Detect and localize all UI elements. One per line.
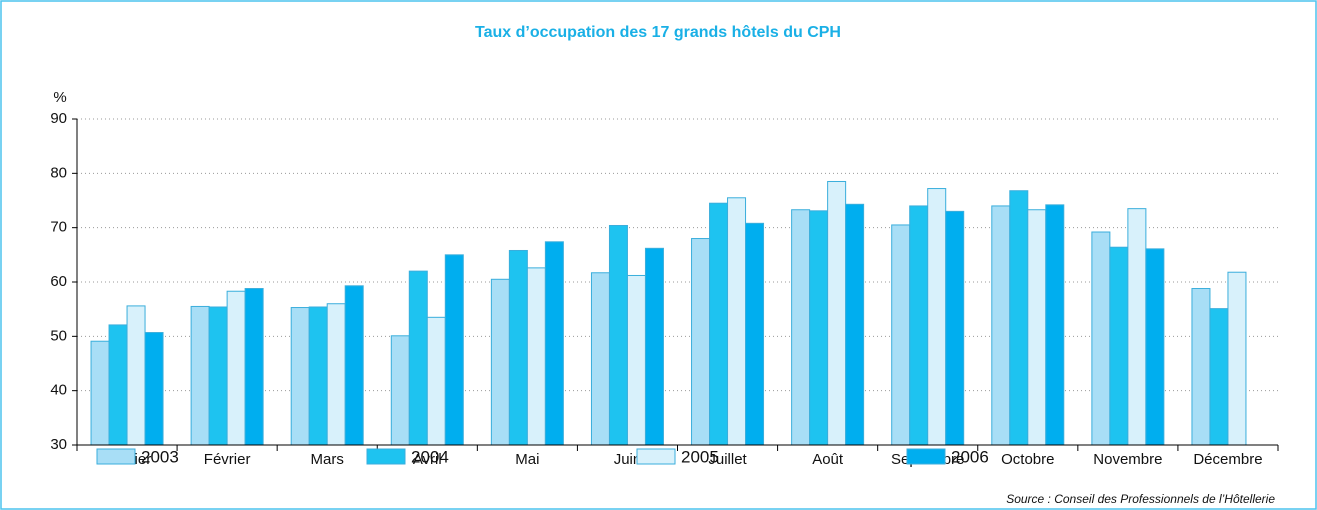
- x-tick-label: Octobre: [1001, 451, 1054, 468]
- x-tick-label: Mai: [515, 451, 539, 468]
- bar: [508, 249, 528, 446]
- bar: [927, 188, 947, 446]
- bar: [1209, 308, 1229, 446]
- bar: [544, 241, 564, 446]
- bar: [444, 254, 464, 446]
- bar: [308, 306, 328, 446]
- bar: [1145, 248, 1165, 446]
- bar: [1027, 209, 1047, 446]
- bar: [809, 210, 829, 446]
- bar: [891, 224, 911, 446]
- x-tick-label: Juillet: [708, 451, 747, 468]
- bar: [1009, 190, 1029, 446]
- legend-swatch: [366, 448, 406, 465]
- bar: [1091, 231, 1111, 446]
- y-tick-label: 30: [50, 436, 67, 453]
- bar: [526, 267, 546, 446]
- bar: [326, 303, 346, 446]
- bar: [1127, 208, 1147, 446]
- bar: [691, 238, 711, 446]
- bar: [144, 332, 164, 446]
- bar: [845, 203, 865, 446]
- bar: [909, 205, 929, 446]
- y-tick-label: 80: [50, 164, 67, 181]
- chart-title: Taux d’occupation des 17 grands hôtels d…: [475, 24, 841, 41]
- y-axis-label: %: [53, 89, 66, 106]
- bar: [490, 278, 510, 446]
- legend-swatch: [96, 448, 136, 465]
- bar: [1227, 271, 1247, 446]
- bar: [945, 210, 965, 446]
- bar: [709, 202, 729, 446]
- bar: [1191, 288, 1211, 446]
- bar: [344, 285, 364, 446]
- bar: [1045, 204, 1065, 446]
- bar: [1109, 246, 1129, 446]
- y-tick-label: 50: [50, 327, 67, 344]
- x-tick-label: Août: [812, 451, 844, 468]
- y-tick-label: 90: [50, 110, 67, 127]
- bar: [426, 316, 446, 446]
- bar: [745, 222, 765, 446]
- bar: [408, 270, 428, 446]
- bar: [727, 197, 747, 446]
- bar: [608, 224, 628, 446]
- bar: [390, 335, 410, 446]
- x-tick-label: Mars: [311, 451, 344, 468]
- bar: [827, 180, 847, 446]
- legend-swatch: [636, 448, 676, 465]
- x-tick-label: Avril: [413, 451, 442, 468]
- x-tick-label: Novembre: [1093, 451, 1162, 468]
- bar: [626, 274, 646, 446]
- x-tick-label: Décembre: [1193, 451, 1262, 468]
- bar: [90, 340, 110, 446]
- bar: [126, 305, 146, 446]
- y-tick-label: 70: [50, 219, 67, 236]
- bar: [290, 307, 310, 446]
- y-tick-label: 40: [50, 382, 67, 399]
- bar: [644, 247, 664, 446]
- legend-label: 2004: [411, 447, 449, 466]
- legend-label: 2005: [681, 447, 719, 466]
- bar: [791, 209, 811, 446]
- bar: [226, 290, 246, 446]
- legend-label: 2006: [951, 447, 989, 466]
- x-tick-label: Février: [204, 451, 251, 468]
- x-tick-label: Juin: [614, 451, 642, 468]
- source: Source : Conseil des Professionnels de l…: [1006, 492, 1275, 506]
- bar: [190, 305, 210, 446]
- legend-swatch: [906, 448, 946, 465]
- legend-label: 2003: [141, 447, 179, 466]
- bar: [590, 272, 610, 446]
- y-tick-label: 60: [50, 273, 67, 290]
- bar: [991, 205, 1011, 446]
- bar: [244, 288, 264, 446]
- bar: [208, 306, 228, 446]
- bar: [108, 324, 128, 446]
